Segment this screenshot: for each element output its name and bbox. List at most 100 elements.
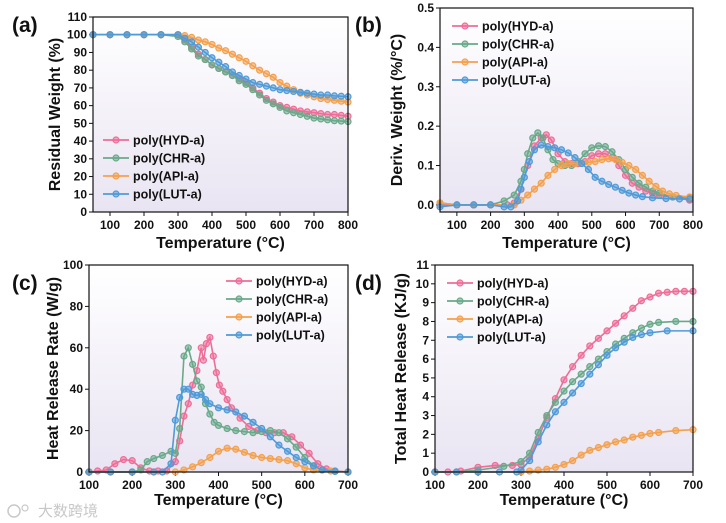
legend-marker [456, 279, 464, 287]
data-point [276, 78, 284, 87]
data-point [215, 64, 223, 73]
data-point [222, 47, 230, 55]
data-point [605, 155, 613, 163]
y-tick-label: 4 [422, 390, 429, 404]
legend-label: poly(LUT-a) [256, 329, 325, 343]
data-point [577, 351, 585, 359]
x-tick-label: 200 [134, 218, 154, 232]
data-point [266, 454, 274, 463]
legend-item: poly(API-a) [447, 313, 543, 327]
panel-b: 100 200 300 400 500 600 700 800 0.0 0.1 0.2 0.3 0.4 0… [355, 1, 703, 252]
x-tick-label: 100 [100, 218, 120, 232]
data-point [524, 150, 532, 158]
x-tick-label: 700 [304, 218, 324, 232]
data-point [180, 412, 188, 420]
x-tick-label: 100 [79, 478, 99, 492]
data-point [544, 143, 552, 151]
data-point [189, 463, 197, 471]
data-point [645, 177, 653, 185]
y-axis-label: Total Heat Release (KJ/g) [393, 273, 410, 464]
y-tick-label: 2 [422, 427, 429, 441]
legend: poly(HYD-a) poly(CHR-a) poly(API-a) poly(LU… [452, 20, 554, 88]
data-point [591, 157, 599, 166]
x-tick-label: 300 [511, 478, 531, 492]
data-point [275, 429, 283, 437]
data-point [174, 31, 182, 39]
panel-a: 100 200 300 400 500 600 700 800 0 10 20 30 40 50 60 70 8… [12, 10, 358, 252]
data-point [621, 171, 630, 179]
x-tick-label: 600 [616, 218, 636, 232]
data-point [111, 460, 119, 468]
data-point [568, 378, 577, 386]
data-point [269, 84, 277, 92]
data-point [500, 462, 508, 470]
data-point [219, 387, 227, 395]
legend-label: poly(HYD-a) [256, 275, 328, 289]
data-point [586, 342, 594, 350]
legend: poly(HYD-a) poly(CHR-a) poly(API-a) poly(LU… [447, 277, 549, 345]
legend-label: poly(HYD-a) [477, 277, 549, 291]
data-point [150, 454, 158, 463]
x-axis-label: Temperature (°C) [156, 235, 285, 252]
y-tick-label: 3 [422, 409, 429, 423]
y-tick-label: 40 [70, 382, 84, 396]
data-point [611, 344, 620, 352]
y-tick-label: 10 [416, 277, 430, 291]
legend-label: poly(LUT-a) [477, 331, 546, 345]
data-point [628, 179, 636, 187]
data-point [194, 43, 202, 51]
legend-label: poly(API-a) [133, 170, 199, 184]
y-tick-label: 70 [74, 81, 88, 95]
data-point [517, 185, 525, 193]
series-lut [89, 31, 352, 101]
y-tick-label: 100 [67, 28, 87, 42]
y-tick-label: 0.3 [417, 80, 434, 94]
data-point [206, 410, 214, 418]
data-point [625, 161, 633, 170]
logo-dot [21, 504, 29, 512]
data-point [223, 406, 231, 414]
data-point [525, 457, 534, 465]
data-point [275, 455, 283, 464]
data-point [232, 408, 240, 416]
y-tick-label: 0.1 [417, 159, 434, 173]
data-point [534, 129, 542, 137]
data-point [262, 70, 270, 78]
data-point [223, 395, 231, 404]
x-tick-label: 100 [447, 218, 467, 232]
data-point [588, 152, 596, 160]
data-point [529, 134, 537, 142]
data-point [539, 134, 547, 142]
data-point [611, 438, 620, 446]
x-tick-label: 400 [202, 218, 222, 232]
data-point [551, 165, 559, 174]
y-tick-label: 50 [74, 116, 88, 130]
legend-item: poly(API-a) [103, 170, 199, 184]
data-point [301, 458, 309, 466]
data-point [564, 149, 572, 157]
legend-marker [456, 315, 464, 323]
data-point [140, 31, 148, 39]
legend-marker [461, 58, 469, 66]
data-point [201, 38, 209, 46]
data-point [564, 159, 572, 168]
legend-label: poly(LUT-a) [482, 74, 551, 88]
data-point [208, 61, 216, 69]
plot-frame [88, 264, 349, 473]
data-point [571, 159, 579, 168]
data-point [510, 191, 518, 199]
data-point [256, 91, 264, 99]
y-tick-label: 8 [422, 314, 429, 328]
data-point [611, 319, 620, 327]
plot-area [89, 265, 348, 472]
data-point [176, 393, 184, 402]
legend-marker [456, 333, 464, 341]
data-point [594, 443, 603, 452]
data-point [123, 31, 131, 39]
data-point [214, 447, 223, 455]
data-point [648, 194, 657, 202]
watermark: 大数跨境 [38, 502, 98, 520]
data-point [176, 424, 184, 433]
data-point [249, 62, 257, 70]
data-point [206, 453, 214, 462]
